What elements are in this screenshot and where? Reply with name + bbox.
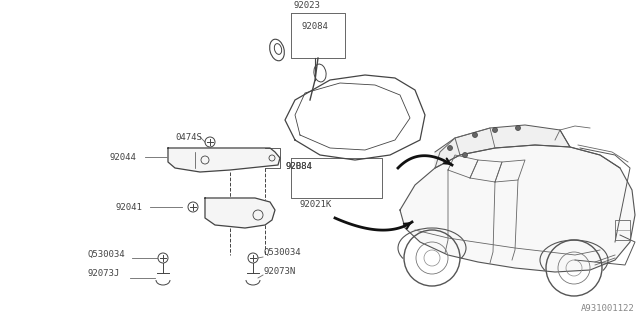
Text: Q530034: Q530034	[88, 250, 125, 259]
Text: 92084: 92084	[285, 162, 312, 171]
Text: 92023: 92023	[293, 1, 320, 10]
Circle shape	[472, 132, 477, 138]
Polygon shape	[168, 148, 280, 172]
Circle shape	[493, 127, 497, 132]
Text: 92021K: 92021K	[300, 200, 332, 209]
Text: 92084: 92084	[302, 22, 329, 31]
Polygon shape	[435, 125, 570, 168]
Text: 0474S: 0474S	[175, 132, 202, 141]
Text: 92041: 92041	[115, 203, 142, 212]
Circle shape	[463, 153, 467, 157]
Circle shape	[447, 146, 452, 150]
Text: 92073N: 92073N	[263, 268, 295, 276]
Polygon shape	[400, 145, 635, 272]
Text: Q530034: Q530034	[263, 247, 301, 257]
Polygon shape	[205, 198, 275, 228]
Text: 92044: 92044	[110, 153, 137, 162]
Bar	[615, 220, 630, 240]
Text: A931001122: A931001122	[581, 304, 635, 313]
Text: 92073J: 92073J	[88, 268, 120, 277]
Circle shape	[515, 125, 520, 131]
Text: 92B84: 92B84	[285, 162, 312, 171]
